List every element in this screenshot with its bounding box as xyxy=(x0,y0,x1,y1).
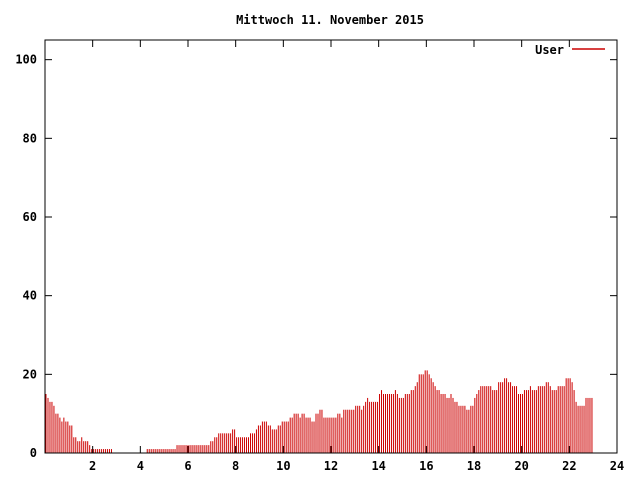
x-tick-label: 2 xyxy=(89,459,96,473)
y-tick-label: 20 xyxy=(23,367,37,381)
x-tick-label: 12 xyxy=(324,459,338,473)
bars-group xyxy=(45,370,593,453)
x-tick-label: 18 xyxy=(467,459,481,473)
x-tick-label: 22 xyxy=(562,459,576,473)
legend: User xyxy=(535,43,605,57)
x-tick-label: 16 xyxy=(419,459,433,473)
x-tick-label: 14 xyxy=(371,459,385,473)
y-tick-label: 0 xyxy=(30,446,37,460)
x-tick-label: 8 xyxy=(232,459,239,473)
x-tick-label: 20 xyxy=(514,459,528,473)
x-tick-label: 4 xyxy=(137,459,144,473)
y-tick-label: 60 xyxy=(23,210,37,224)
chart-title: Mittwoch 11. November 2015 xyxy=(236,13,424,27)
y-tick-label: 80 xyxy=(23,131,37,145)
plot-frame xyxy=(44,39,618,454)
x-tick-label: 6 xyxy=(184,459,191,473)
y-tick-label: 100 xyxy=(15,53,37,67)
legend-label: User xyxy=(535,43,564,57)
y-tick-label: 40 xyxy=(23,289,37,303)
x-tick-label: 24 xyxy=(610,459,624,473)
x-tick-label: 10 xyxy=(276,459,290,473)
